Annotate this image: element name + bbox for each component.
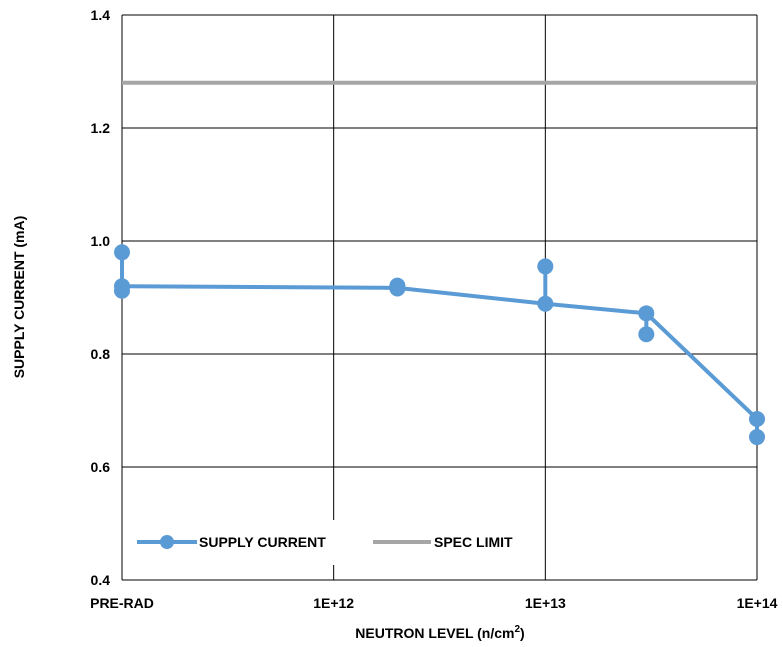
y-tick-label: 1.0 <box>91 233 111 249</box>
x-axis-title: NEUTRON LEVEL (n/cm2) <box>355 624 524 641</box>
legend: SUPPLY CURRENT SPEC LIMIT <box>130 520 542 565</box>
supply-current-series <box>114 244 765 446</box>
legend-spec-limit-label: SPEC LIMIT <box>434 534 513 550</box>
y-tick-label: 0.8 <box>91 346 111 362</box>
supply-current-point <box>638 305 655 322</box>
x-tick-label: 1E+12 <box>313 595 354 611</box>
x-tick-label: PRE-RAD <box>90 595 154 611</box>
y-tick-label: 1.2 <box>91 120 111 136</box>
supply-current-point <box>749 410 765 427</box>
supply-current-point <box>537 258 554 275</box>
y-tick-label: 0.4 <box>91 572 111 588</box>
supply-current-point <box>537 295 554 312</box>
legend-supply-current-marker <box>160 535 174 549</box>
y-tick-label: 1.4 <box>91 7 111 23</box>
axis-ticks: 0.4 0.6 0.8 1.0 1.2 1.4 PRE-RAD 1E+12 1E+13 1E+14 <box>90 7 778 611</box>
x-tick-label: 1E+13 <box>525 595 566 611</box>
supply-current-point <box>114 244 130 261</box>
legend-box <box>130 520 542 565</box>
legend-supply-current-label: SUPPLY CURRENT <box>199 534 326 550</box>
y-tick-label: 0.6 <box>91 459 111 475</box>
y-axis-title: SUPPLY CURRENT (mA) <box>11 216 27 379</box>
x-tick-label: 1E+14 <box>737 595 778 611</box>
grid <box>121 14 758 581</box>
supply-current-point <box>114 282 130 299</box>
supply-current-point <box>638 326 655 343</box>
supply-current-point <box>389 280 406 297</box>
supply-current-point <box>749 429 765 446</box>
supply-current-line <box>121 284 759 421</box>
